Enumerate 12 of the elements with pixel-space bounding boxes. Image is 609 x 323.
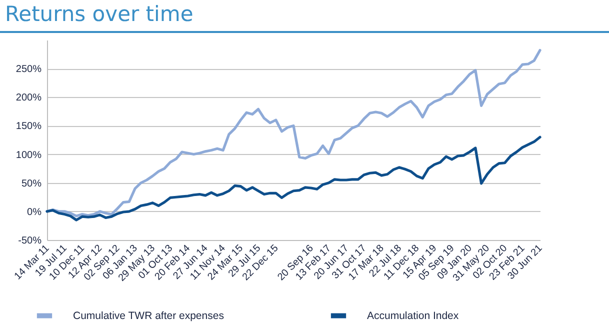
line-series	[46, 48, 542, 218]
y-tick-label: 0%	[27, 206, 42, 218]
y-tick-label: 150%	[16, 121, 42, 132]
y-tick-label: 50%	[21, 178, 42, 190]
y-tick-label: 100%	[16, 150, 42, 161]
y-tick-label: 250%	[16, 64, 42, 76]
line-series	[46, 136, 542, 222]
legend-label: Cumulative TWR after expenses	[73, 310, 224, 322]
legend-label: Accumulation Index	[367, 310, 460, 322]
chart-title: Returns over time	[5, 2, 194, 26]
y-tick-label: -50%	[18, 236, 42, 246]
y-tick-label: 200%	[16, 92, 42, 104]
